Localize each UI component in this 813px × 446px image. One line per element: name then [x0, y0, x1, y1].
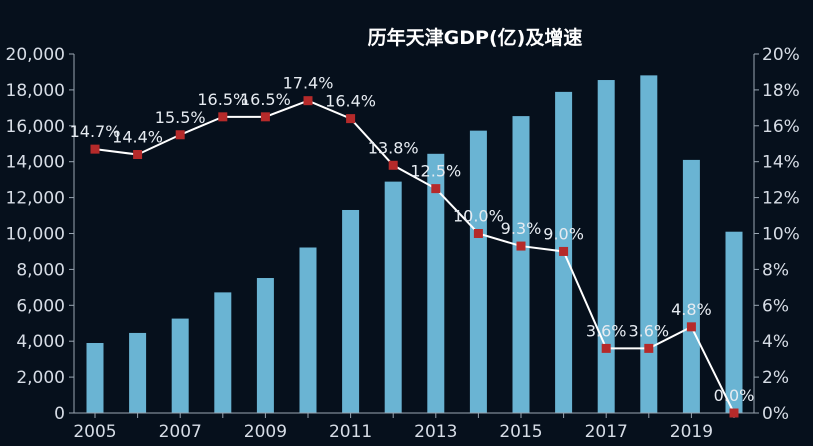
growth-data-label: 9.3% — [501, 219, 542, 238]
y-left-tick-label: 10,000 — [6, 225, 65, 245]
bar-2008 — [214, 292, 232, 413]
growth-data-label: 15.5% — [155, 108, 206, 127]
x-tick-label: 2009 — [244, 422, 287, 442]
bar-2019 — [682, 159, 700, 413]
y-right-tick-label: 8% — [762, 260, 789, 280]
y-right-tick-label: 4% — [762, 332, 789, 352]
y-right-tick-label: 2% — [762, 368, 789, 388]
growth-point-2019 — [686, 322, 696, 332]
y-left-tick-label: 18,000 — [6, 81, 65, 101]
bar-2006 — [129, 332, 147, 413]
growth-point-2014 — [473, 229, 483, 238]
growth-data-label: 9.0% — [543, 224, 584, 243]
x-tick-label: 2019 — [670, 422, 713, 442]
growth-point-2009 — [260, 112, 270, 122]
y-right-tick-label: 6% — [762, 296, 789, 316]
bar-2015 — [512, 116, 530, 414]
bar-2012 — [384, 181, 402, 413]
x-tick-label: 2005 — [73, 422, 116, 442]
growth-data-label: 0.0% — [714, 386, 755, 405]
growth-data-label: 12.5% — [410, 162, 461, 181]
growth-data-label: 16.4% — [325, 92, 376, 111]
growth-data-label: 14.4% — [112, 128, 163, 147]
y-left-tick-label: 4,000 — [16, 332, 65, 352]
growth-point-2012 — [388, 160, 398, 170]
growth-line — [94, 99, 735, 414]
y-left-tick-label: 0 — [54, 404, 65, 424]
y-right-tick-label: 0% — [762, 404, 789, 424]
bar-series — [86, 75, 743, 414]
growth-data-label: 10.0% — [453, 207, 504, 226]
y-right-tick-label: 20% — [762, 45, 800, 65]
y-right-tick-label: 10% — [762, 225, 800, 245]
bar-2009 — [256, 278, 274, 413]
bar-2010 — [299, 247, 317, 413]
x-tick-label: 2017 — [585, 422, 628, 442]
x-tick-label: 2007 — [159, 422, 202, 442]
growth-data-label: 17.4% — [283, 74, 334, 93]
y-left-tick-label: 6,000 — [16, 296, 65, 316]
growth-point-2008 — [218, 112, 228, 122]
bar-2020 — [725, 231, 743, 413]
x-tick-label: 2015 — [499, 422, 542, 442]
y-left-tick-label: 12,000 — [6, 189, 65, 209]
growth-point-2017 — [601, 343, 611, 353]
growth-data-label: 4.8% — [671, 300, 712, 319]
growth-point-2013 — [431, 184, 441, 194]
y-right-tick-label: 18% — [762, 81, 800, 101]
growth-data-label: 16.5% — [240, 90, 291, 109]
growth-point-2005 — [90, 144, 100, 154]
y-left-tick-label: 14,000 — [6, 153, 65, 173]
bar-2017 — [597, 80, 615, 413]
growth-data-label: 3.6% — [628, 321, 669, 340]
bar-2013 — [427, 153, 445, 413]
growth-point-2007 — [175, 130, 185, 140]
growth-point-2018 — [644, 343, 654, 353]
y-right-tick-label: 14% — [762, 153, 800, 173]
x-tick-label: 2013 — [414, 422, 457, 442]
y-right-tick-label: 12% — [762, 189, 800, 209]
y-left-tick-label: 8,000 — [16, 260, 65, 280]
y-right-tick-label: 16% — [762, 117, 800, 137]
chart-title: 历年天津GDP(亿)及增速 — [368, 26, 583, 49]
y-left-tick-label: 16,000 — [6, 117, 65, 137]
growth-point-2016 — [559, 246, 569, 256]
growth-line-series: 14.7%14.4%15.5%16.5%16.5%17.4%16.4%13.8%… — [70, 74, 755, 418]
growth-point-2011 — [346, 114, 356, 124]
growth-data-label: 13.8% — [368, 138, 419, 157]
bar-2005 — [86, 342, 104, 413]
growth-point-2010 — [303, 96, 313, 106]
growth-data-label: 3.6% — [586, 321, 627, 340]
bar-2014 — [469, 130, 487, 414]
growth-point-2006 — [133, 150, 143, 160]
y-left-tick-label: 2,000 — [16, 368, 65, 388]
axes: 0 2,000 4,000 6,000 8,000 10,000 12,000 14,000 1… — [6, 45, 800, 442]
growth-point-2015 — [516, 241, 526, 251]
growth-data-label: 14.7% — [70, 122, 121, 141]
x-tick-label: 2011 — [329, 422, 372, 442]
growth-point-2020 — [729, 408, 739, 418]
bar-2018 — [640, 75, 658, 413]
bar-2007 — [171, 318, 189, 413]
bar-2011 — [342, 209, 360, 413]
y-left-tick-label: 20,000 — [6, 45, 65, 65]
growth-data-label: 16.5% — [197, 90, 248, 109]
